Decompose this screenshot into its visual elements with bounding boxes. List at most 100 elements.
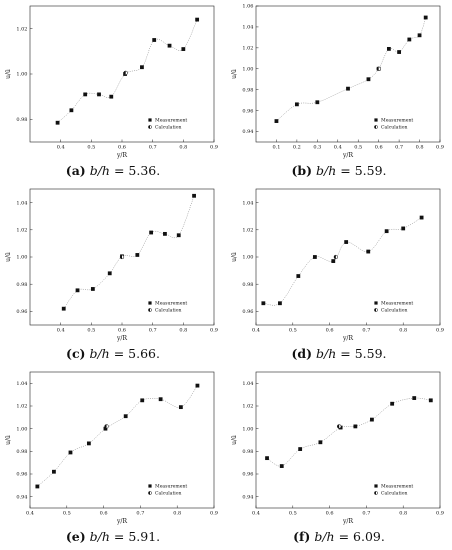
x-axis-label: y/R xyxy=(116,518,127,525)
measurement-point xyxy=(412,396,417,400)
legend-label-measurement: Measurement xyxy=(155,301,187,307)
measurement-point xyxy=(386,46,391,51)
chart-f-caption: (f) b/h = 6.09. xyxy=(226,529,452,544)
chart-panel-e: 0.4 0.5 0.6 0.7 0.8 0.9 0.94 0.96 0.98 1.00 1.02 1.… xyxy=(0,366,226,550)
x-tick-label: 0.5 xyxy=(354,145,362,151)
chart-panel-b: 0.1 0.2 0.3 0.4 0.5 0.6 0.7 0.8 0.9 0.94 0.96 0.98 1… xyxy=(226,0,452,183)
calculation-point-fill xyxy=(123,70,126,75)
measurement-point xyxy=(149,230,154,235)
legend-marker-measurement xyxy=(148,118,152,122)
measurement-trend-line xyxy=(37,385,198,487)
caption-variable: b/h xyxy=(89,163,110,178)
x-tick-label: 0.8 xyxy=(179,328,187,334)
measurement-point xyxy=(68,450,73,455)
caption-value: = 6.09. xyxy=(334,529,385,544)
legend-label-calculation: Calculation xyxy=(155,491,182,497)
x-tick-label: 0.2 xyxy=(293,145,301,151)
x-tick-label: 0.6 xyxy=(118,145,126,151)
measurement-point xyxy=(370,417,374,422)
legend-label-measurement: Measurement xyxy=(381,484,413,490)
x-tick-label: 0.4 xyxy=(252,511,260,517)
chart-d-plot: 0.4 0.5 0.6 0.7 0.8 0.9 0.96 0.98 1.00 1.02 1.04 y/… xyxy=(231,188,444,342)
chart-a-plot: 0.4 0.5 0.6 0.7 0.8 0.9 0.98 1.00 1.02 y/R u/ū Meas… xyxy=(5,5,218,159)
y-tick-label: 1.04 xyxy=(242,200,253,206)
x-axis-label: y/R xyxy=(342,335,353,342)
y-tick-label: 1.00 xyxy=(16,426,27,432)
legend-marker-measurement xyxy=(148,484,152,488)
chart-d-caption: (d) b/h = 5.59. xyxy=(226,346,452,361)
measurement-point xyxy=(265,456,269,461)
x-tick-label: 0.8 xyxy=(173,511,181,517)
legend-marker-calculation xyxy=(374,125,378,129)
x-tick-label: 0.7 xyxy=(362,511,370,517)
legend-marker-measurement xyxy=(148,301,152,305)
x-tick-label: 0.9 xyxy=(436,511,444,517)
legend-label-measurement: Measurement xyxy=(381,301,413,307)
y-tick-label: 0.98 xyxy=(242,449,253,455)
x-tick-label: 0.6 xyxy=(326,511,334,517)
measurement-trend-line xyxy=(266,397,431,467)
measurement-point xyxy=(397,50,402,54)
measurement-point xyxy=(103,426,108,431)
measurement-point xyxy=(279,464,284,468)
x-tick-label: 0.7 xyxy=(136,511,144,517)
measurement-point xyxy=(274,119,279,123)
legend-marker-calculation xyxy=(148,308,152,312)
x-tick-label: 0.7 xyxy=(362,328,370,334)
chart-b-plot: 0.1 0.2 0.3 0.4 0.5 0.6 0.7 0.8 0.9 0.94 0.96 0.98 1… xyxy=(231,4,444,159)
legend-marker-fill xyxy=(374,125,376,129)
measurement-point xyxy=(417,33,422,38)
caption-variable: b/h xyxy=(316,346,337,361)
measurement-point xyxy=(69,108,74,113)
measurement-point xyxy=(167,43,172,48)
calculation-point xyxy=(376,66,381,71)
measurement-point xyxy=(152,38,157,42)
chart-c-plot: 0.4 0.5 0.6 0.7 0.8 0.9 0.96 0.98 1.00 1.02 1.04 y/… xyxy=(5,188,218,342)
caption-value: = 5.59. xyxy=(336,346,387,361)
legend-marker-measurement xyxy=(374,301,378,305)
measurement-point xyxy=(107,271,112,276)
measurement-point xyxy=(75,288,80,293)
measurement-point xyxy=(195,17,200,22)
chart-panel-c: 0.4 0.5 0.6 0.7 0.8 0.9 0.96 0.98 1.00 1.02 1.04 y/… xyxy=(0,183,226,366)
legend-label-calculation: Calculation xyxy=(381,308,408,314)
x-tick-label: 0.4 xyxy=(334,145,342,151)
y-tick-label: 0.96 xyxy=(242,309,253,315)
measurement-point xyxy=(344,240,349,244)
measurement-point xyxy=(428,398,433,403)
measurement-point xyxy=(52,469,56,474)
x-tick-label: 0.1 xyxy=(272,145,280,151)
measurement-point xyxy=(90,287,95,291)
measurement-point xyxy=(123,414,128,419)
x-tick-label: 0.9 xyxy=(210,511,218,517)
legend-marker-measurement xyxy=(374,484,378,488)
legend-marker-fill xyxy=(148,125,150,129)
y-tick-label: 0.96 xyxy=(242,108,253,114)
y-tick-label: 1.00 xyxy=(242,255,253,261)
y-axis-label: u/ū xyxy=(5,252,12,262)
measurement-point xyxy=(178,405,183,410)
plot-frame xyxy=(255,5,441,143)
y-tick-label: 1.04 xyxy=(242,25,253,31)
x-tick-label: 0.7 xyxy=(149,145,157,151)
y-tick-label: 0.96 xyxy=(16,472,27,478)
x-tick-label: 0.4 xyxy=(252,328,260,334)
measurement-point xyxy=(140,398,145,403)
x-tick-label: 0.6 xyxy=(100,511,108,517)
measurement-point xyxy=(353,424,358,429)
caption-variable: b/h xyxy=(89,529,110,544)
legend-marker-calculation xyxy=(374,491,378,495)
x-tick-label: 0.9 xyxy=(210,145,218,151)
measurement-point xyxy=(55,120,60,125)
x-tick-label: 0.6 xyxy=(326,328,334,334)
x-tick-label: 0.3 xyxy=(313,145,321,151)
measurement-point xyxy=(407,37,412,42)
chart-f-plot: 0.4 0.5 0.6 0.7 0.8 0.9 0.94 0.96 0.98 1.00 1.02 1.… xyxy=(231,371,444,525)
measurement-point xyxy=(140,65,144,70)
y-tick-label: 0.98 xyxy=(16,282,27,288)
x-axis-label: y/R xyxy=(342,518,353,525)
caption-value: = 5.66. xyxy=(109,346,160,361)
measurement-point xyxy=(298,447,303,451)
y-tick-label: 0.96 xyxy=(242,472,253,478)
caption-label: (c) xyxy=(66,346,86,361)
